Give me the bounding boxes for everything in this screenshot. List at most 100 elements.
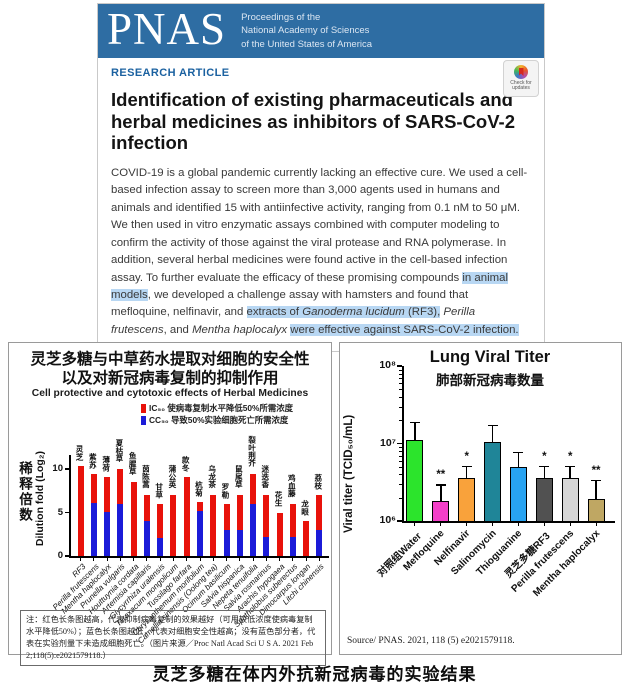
error-cap bbox=[435, 484, 446, 486]
abstract-segment: extracts of bbox=[246, 306, 303, 319]
x-tick bbox=[305, 557, 307, 561]
paper-title: Identification of existing pharmaceutica… bbox=[111, 89, 516, 154]
abstract-segment: were effective against SARS-CoV-2 infect… bbox=[290, 323, 519, 336]
x-tick bbox=[252, 557, 254, 561]
y-minor-tick bbox=[399, 484, 402, 486]
x-tick bbox=[569, 522, 571, 526]
research-article-label: RESEARCH ARTICLE bbox=[111, 67, 230, 79]
y-tick bbox=[397, 520, 402, 522]
x-tick bbox=[212, 557, 214, 561]
bar bbox=[535, 477, 553, 521]
x-axis bbox=[69, 556, 329, 558]
bookmark-icon bbox=[518, 68, 524, 76]
chart-subtitle: Cell protective and cytotoxic effects of… bbox=[31, 388, 309, 399]
error-cap bbox=[487, 424, 498, 427]
y-tick-label: 10⁶ bbox=[379, 514, 396, 526]
error-whisker bbox=[543, 465, 546, 480]
x-tick bbox=[265, 557, 267, 561]
error-whisker bbox=[440, 484, 442, 504]
lung-viral-titer-chart-panel: Lung Viral Titer 肺部新冠病毒数量 Viral titer (T… bbox=[339, 342, 622, 655]
bar-ic50 bbox=[236, 495, 243, 556]
y-tick-label: 0 bbox=[57, 550, 63, 561]
y-minor-tick bbox=[399, 406, 402, 408]
chart-legend: IC₅₀ 使病毒复制水平降低50%所需浓度 CC₅₀ 导致50%实验细胞死亡所需… bbox=[141, 402, 293, 426]
y-minor-tick bbox=[399, 466, 402, 468]
bar-ic50 bbox=[303, 521, 310, 556]
y-minor-tick bbox=[399, 455, 402, 457]
bar bbox=[406, 440, 424, 521]
bar-ic50 bbox=[276, 512, 283, 556]
bar-label-cn: 蒲公英 bbox=[167, 465, 177, 489]
y-minor-tick bbox=[399, 474, 402, 476]
x-tick bbox=[146, 557, 148, 561]
error-cap bbox=[591, 479, 602, 482]
bar-label-cn: 款冬 bbox=[181, 455, 191, 471]
error-cap bbox=[513, 451, 524, 454]
significance-star: ** bbox=[436, 469, 446, 482]
bar-ic50 bbox=[77, 466, 84, 556]
source-citation: Source/ PNAS. 2021, 118 (5) e2021579118. bbox=[347, 636, 515, 646]
x-tick bbox=[440, 522, 442, 526]
y-tick bbox=[397, 442, 402, 445]
bar-label-cn: 鼠尾草 bbox=[234, 465, 244, 489]
x-tick bbox=[159, 557, 161, 561]
y-tick-label: 10 bbox=[52, 463, 63, 474]
y-tick-label: 10⁸ bbox=[379, 359, 396, 371]
x-tick bbox=[318, 557, 320, 561]
check-for-updates-label: Check for updates bbox=[510, 79, 532, 92]
x-tick bbox=[226, 557, 228, 561]
bar-label-cn: 杭菊 bbox=[194, 480, 204, 497]
bar-cc50 bbox=[236, 529, 243, 556]
x-tick bbox=[543, 522, 545, 526]
bar-cc50 bbox=[289, 536, 296, 556]
bar-cc50 bbox=[250, 503, 257, 556]
cc50-swatch bbox=[141, 415, 146, 425]
bar-label-cn: 茵陈蒿 bbox=[141, 465, 151, 489]
y-minor-tick bbox=[399, 460, 402, 462]
error-whisker bbox=[491, 424, 494, 444]
bar-label-cn: 荔枝 bbox=[313, 473, 323, 490]
bar-cc50 bbox=[143, 521, 150, 556]
bar bbox=[458, 477, 476, 521]
herbal-medicine-chart-panel: 灵芝多糖与中草药水提取对细胞的安全性 以及对新冠病毒复制的抑制作用 Cell p… bbox=[8, 342, 332, 666]
bar-cc50 bbox=[157, 537, 164, 556]
y-tick bbox=[65, 511, 69, 514]
x-tick bbox=[186, 557, 188, 561]
bar-label-cn: 薄荷 bbox=[101, 455, 111, 471]
x-tick bbox=[106, 557, 108, 561]
bar bbox=[561, 477, 579, 521]
y-axis bbox=[69, 455, 71, 556]
journal-name-line: of the United States of America bbox=[241, 38, 373, 50]
x-tick bbox=[279, 557, 281, 561]
legend-item-cc50: CC₅₀ 导致50%实验细胞死亡所需浓度 bbox=[141, 414, 293, 426]
check-for-updates-button[interactable]: Check for updates bbox=[503, 60, 539, 97]
legend-label: CC₅₀ 导致50%实验细胞死亡所需浓度 bbox=[149, 415, 289, 425]
x-tick bbox=[466, 522, 468, 526]
abstract-segment: , we developed a challenge assay with ha… bbox=[111, 288, 469, 319]
x-tick bbox=[80, 557, 82, 561]
bar-label-cn: 夏枯草 bbox=[114, 439, 124, 462]
chart-title-cn-line2: 以及对新冠病毒复制的抑制作用 bbox=[61, 370, 279, 387]
bar-ic50 bbox=[263, 495, 270, 556]
y-minor-tick bbox=[399, 447, 402, 449]
bar-ic50 bbox=[289, 503, 296, 556]
y-minor-tick bbox=[399, 389, 402, 391]
abstract-segment: Mentha haplocalyx bbox=[192, 323, 288, 336]
y-axis-label-cn: 稀释倍数 bbox=[17, 461, 32, 523]
bar-ic50 bbox=[170, 495, 177, 556]
bar-cc50 bbox=[223, 529, 230, 556]
y-minor-tick bbox=[399, 373, 402, 375]
x-tick bbox=[492, 522, 494, 526]
abstract-segment: Ganoderma lucidum bbox=[302, 306, 405, 319]
x-tick bbox=[199, 557, 201, 561]
y-tick-label: 5 bbox=[57, 506, 63, 518]
bar-cc50 bbox=[90, 502, 97, 556]
bar-ic50 bbox=[157, 503, 164, 556]
error-whisker bbox=[517, 451, 520, 469]
figure-note: 注：红色长条图越高，代表抑制病毒复制的效果越好（可用较低浓度使病毒复制水平降低5… bbox=[20, 610, 326, 666]
x-tick bbox=[93, 557, 95, 561]
error-cap bbox=[409, 421, 420, 424]
significance-star: * bbox=[542, 450, 547, 463]
bar-cc50 bbox=[197, 510, 203, 556]
figure-caption: 灵芝多糖在体内外抗新冠病毒的实验结果 bbox=[152, 665, 477, 684]
